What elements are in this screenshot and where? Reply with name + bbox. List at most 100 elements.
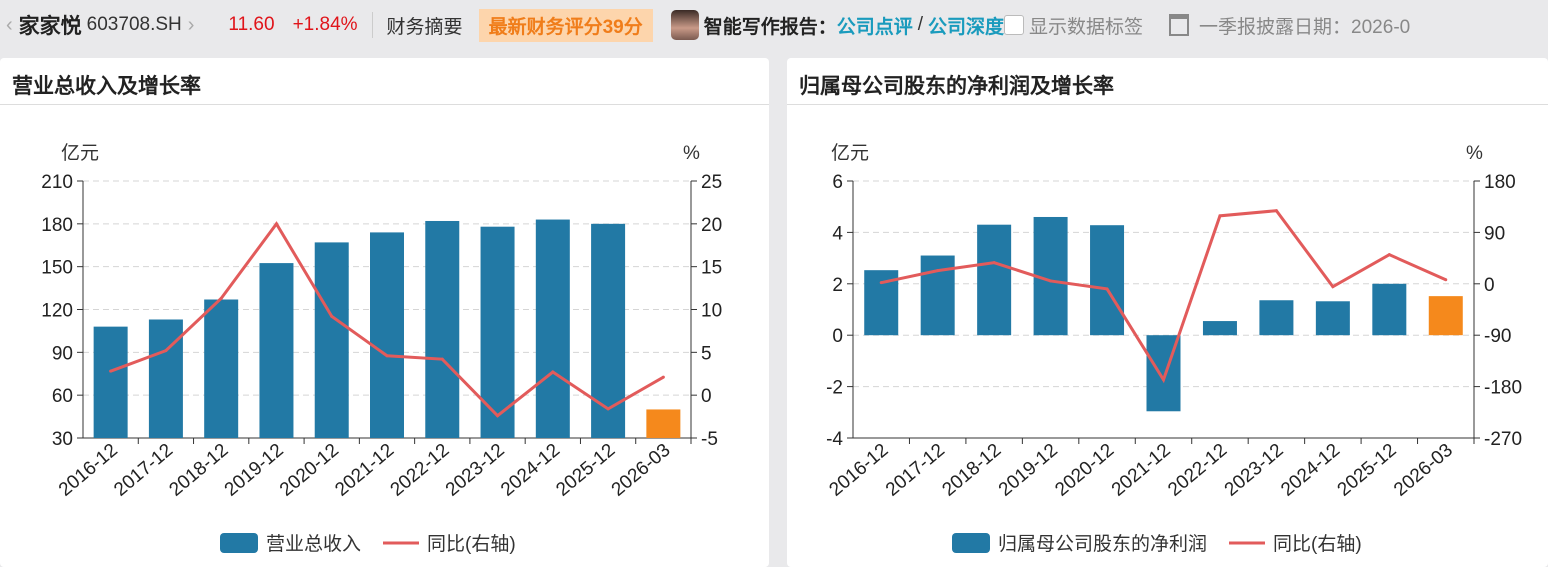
x-tick-label: 2020-12: [1051, 440, 1118, 501]
bar: [148, 319, 183, 438]
y2-tick-label: 0: [1484, 275, 1495, 296]
legend-line-label: 同比(右轴): [1273, 533, 1362, 555]
bar: [1372, 283, 1407, 336]
y-tick-label: 90: [52, 343, 73, 364]
bar: [1315, 301, 1350, 336]
x-tick-label: 2024-12: [1277, 440, 1344, 501]
line-point: [1049, 279, 1053, 283]
bar: [646, 409, 681, 438]
y2-tick-label: 180: [1484, 172, 1516, 193]
legend-bar-label: 归属母公司股东的净利润: [998, 533, 1207, 555]
x-tick-label: 2018-12: [938, 440, 1005, 501]
stock-price: 11.60: [228, 14, 275, 35]
y2-tick-label: 90: [1484, 223, 1505, 244]
bar: [314, 242, 349, 438]
line-point: [936, 269, 940, 273]
line-point: [274, 222, 278, 226]
line-point: [1331, 285, 1335, 289]
calendar-icon: [1169, 14, 1190, 36]
line-point: [440, 357, 444, 361]
y-tick-label: 30: [52, 429, 73, 450]
report-label: 智能写作报告：: [703, 16, 837, 38]
x-tick-label: 2022-12: [1164, 440, 1231, 501]
legend-bar-label: 营业总收入: [266, 533, 361, 555]
line-point: [109, 369, 113, 373]
panel-title: 营业总收入及增长率: [12, 75, 201, 98]
y2-tick-label: -270: [1484, 429, 1522, 450]
x-tick-label: 2022-12: [387, 440, 454, 501]
y-tick-label: 150: [41, 258, 73, 279]
y-axis-unit: 亿元: [61, 142, 99, 164]
disclosure-date: 一季报披露日期：2026-0: [1199, 16, 1411, 38]
bar: [535, 219, 570, 438]
y2-tick-label: -180: [1484, 378, 1522, 399]
net-profit-panel: 归属母公司股东的净利润及增长率 亿元% -4 -2 0 2 4 6 -270 -180 -90 0 9…: [787, 58, 1548, 567]
bar: [425, 220, 460, 438]
y2-tick-label: -5: [701, 429, 718, 450]
prev-chevron-icon[interactable]: ‹: [6, 13, 13, 36]
y2-axis-unit: %: [1466, 143, 1483, 164]
divider: [371, 12, 373, 38]
line-point: [992, 261, 996, 265]
x-tick-label: 2018-12: [165, 440, 232, 501]
y-tick-label: -2: [826, 378, 843, 399]
line-point: [219, 296, 223, 300]
show-labels-label[interactable]: 显示数据标签: [1029, 16, 1144, 38]
y-tick-label: 120: [41, 301, 73, 322]
legend-line-label: 同比(右轴): [427, 533, 516, 555]
summary-tab[interactable]: 财务摘要: [386, 16, 463, 38]
x-tick-label: 2019-12: [221, 440, 288, 501]
x-tick-label: 2021-12: [1108, 440, 1175, 501]
score-badge[interactable]: 最新财务评分39分: [478, 8, 653, 42]
next-chevron-icon[interactable]: ›: [187, 13, 195, 36]
line-point: [661, 375, 665, 379]
line-point: [330, 314, 334, 318]
bar: [1090, 225, 1125, 336]
y-tick-label: -4: [826, 429, 843, 450]
line-point: [1387, 253, 1391, 257]
y-tick-label: 60: [52, 386, 73, 407]
bar: [93, 326, 128, 438]
x-tick-label: 2017-12: [882, 440, 949, 501]
company-review-link[interactable]: 公司点评: [836, 16, 913, 38]
x-tick-label: 2025-12: [552, 440, 619, 501]
x-tick-label: 2020-12: [276, 440, 343, 501]
y2-axis-unit: %: [683, 143, 700, 164]
bar: [204, 299, 239, 438]
y-tick-label: 210: [41, 172, 73, 193]
x-tick-label: 2026-03: [1390, 440, 1457, 501]
stock-code: 603708.SH: [86, 14, 182, 35]
bar: [370, 232, 404, 438]
line-point: [606, 407, 610, 411]
y2-tick-label: 20: [701, 215, 722, 236]
line-point: [551, 370, 555, 374]
y-tick-label: 2: [832, 275, 843, 296]
y2-tick-label: -90: [1484, 326, 1511, 347]
y2-tick-label: 0: [701, 386, 712, 407]
line-point: [1162, 378, 1165, 382]
line-point: [1218, 214, 1222, 218]
x-tick-label: 2019-12: [995, 440, 1062, 501]
company-depth-link[interactable]: 公司深度: [928, 16, 1005, 38]
x-tick-label: 2025-12: [1334, 440, 1401, 501]
x-tick-label: 2017-12: [110, 440, 177, 501]
show-labels-checkbox[interactable]: [1004, 15, 1025, 35]
panel-title: 归属母公司股东的净利润及增长率: [799, 75, 1114, 98]
y2-tick-label: 15: [701, 258, 722, 279]
slash: /: [917, 14, 924, 35]
stock-header: ‹ 家家悦 603708.SH › 11.60 +1.84% 财务摘要 最新财务…: [0, 0, 1548, 50]
legend-bar-swatch: [220, 533, 258, 553]
x-tick-label: 2021-12: [331, 440, 398, 501]
line-point: [1274, 209, 1278, 213]
bar: [1202, 321, 1237, 336]
legend-bar-swatch: [952, 533, 990, 553]
y-tick-label: 0: [832, 326, 843, 347]
line-point: [385, 354, 389, 358]
line-point: [496, 414, 500, 418]
bar: [977, 224, 1012, 336]
revenue-chart: 亿元 %306090120150180210-505101520252016-12…: [41, 142, 722, 555]
y2-tick-label: 25: [701, 172, 722, 193]
x-tick-label: 2023-12: [442, 440, 509, 501]
divider: [0, 104, 769, 105]
line-point: [1444, 278, 1448, 282]
